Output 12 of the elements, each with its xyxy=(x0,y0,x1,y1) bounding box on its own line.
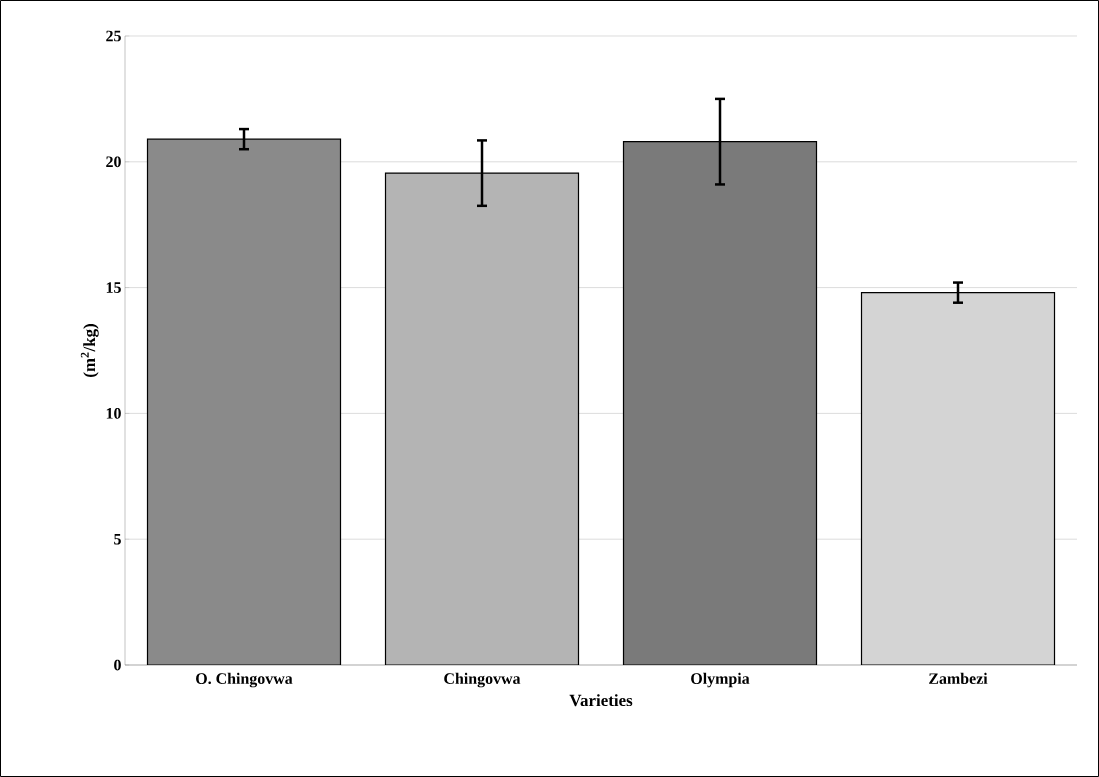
y-axis-title: (m$^{2}$/kg) xyxy=(80,324,99,377)
x-axis-title: Varieties xyxy=(569,694,633,707)
x-tick-label: O. Chingovwa xyxy=(196,672,293,688)
x-tick-label: Olympia xyxy=(691,672,750,688)
y-tick-label: 10 xyxy=(106,408,121,419)
y-tick-label: 25 xyxy=(106,30,121,42)
x-tick-label: Zambezi xyxy=(929,672,988,684)
y-tick-label: 5 xyxy=(114,533,121,545)
x-tick-label: Chingovwa xyxy=(444,672,521,688)
y-tick-label: 20 xyxy=(106,156,121,168)
y-tick-label: 15 xyxy=(106,282,121,293)
y-tick-label: 0 xyxy=(114,659,121,671)
